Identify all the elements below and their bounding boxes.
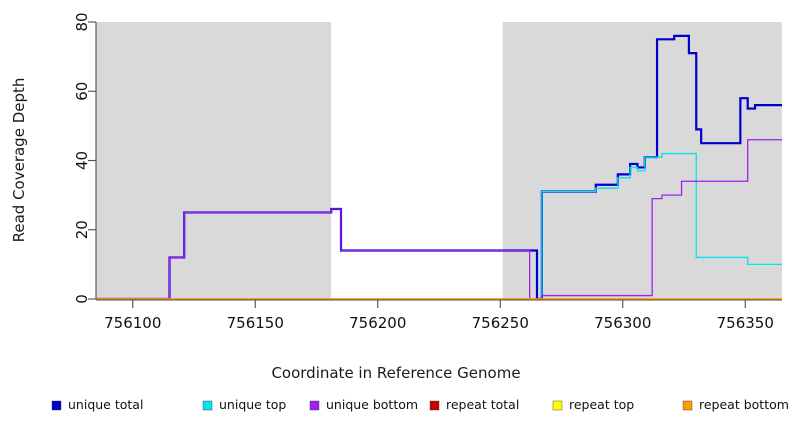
series-line-unique-bottom (96, 139, 782, 300)
y-axis-label: Read Coverage Depth (10, 78, 28, 243)
legend-item-unique-top: unique top (202, 397, 286, 412)
data-series-group (96, 34, 782, 301)
legend-label: repeat top (569, 397, 634, 412)
y-tick-label: 80 (73, 12, 91, 31)
legend-item-repeat-top: repeat top (552, 397, 634, 412)
legend-label: unique bottom (326, 397, 418, 412)
legend-label: unique total (68, 397, 143, 412)
legend-swatch-repeat-bottom (682, 400, 693, 411)
legend-swatch-unique-bottom (309, 400, 320, 411)
x-tick-label: 756200 (349, 314, 406, 332)
x-tick-group: 756100 756150 756200 756250 756300 756350 (104, 300, 774, 332)
legend: unique total unique top unique bottom repea… (51, 397, 789, 412)
plot-region-unique-region-middle (331, 22, 503, 299)
legend-label: unique top (219, 397, 286, 412)
x-tick-label: 756250 (472, 314, 529, 332)
x-tick-label: 756300 (594, 314, 651, 332)
plot-region-repeat-region-right (502, 22, 782, 299)
x-tick-label: 756350 (717, 314, 774, 332)
legend-swatch-unique-total (51, 400, 62, 411)
x-tick-label: 756150 (227, 314, 284, 332)
plot-region-repeat-region-left (96, 22, 332, 299)
legend-swatch-repeat-total (429, 400, 440, 411)
y-tick-group: 0 20 40 60 80 (73, 12, 96, 304)
y-tick-label: 60 (73, 82, 91, 101)
legend-label: repeat total (446, 397, 519, 412)
legend-swatch-unique-top (202, 400, 213, 411)
legend-item-repeat-total: repeat total (429, 397, 519, 412)
x-axis-label: Coordinate in Reference Genome (271, 364, 520, 382)
plot-background-regions (96, 22, 782, 299)
legend-item-unique-total: unique total (51, 397, 143, 412)
legend-label: repeat bottom (699, 397, 789, 412)
legend-swatch-repeat-top (552, 400, 563, 411)
legend-item-unique-bottom: unique bottom (309, 397, 418, 412)
legend-item-repeat-bottom: repeat bottom (682, 397, 789, 412)
y-tick-label: 20 (73, 220, 91, 239)
y-tick-label: 40 (73, 151, 91, 170)
series-line-unique-top (96, 152, 782, 300)
y-tick-label: 0 (73, 294, 91, 304)
x-tick-label: 756100 (104, 314, 161, 332)
